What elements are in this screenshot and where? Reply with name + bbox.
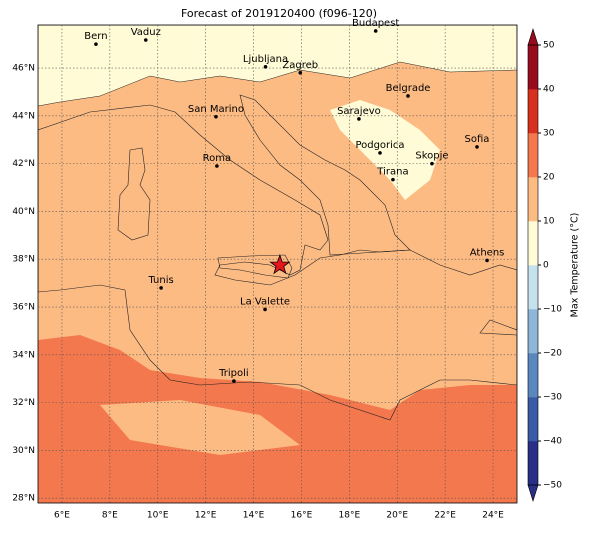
city-dot (263, 65, 268, 69)
colorbar-band (528, 177, 538, 222)
y-tick-label: 32°N (12, 398, 35, 408)
colorbar-tick-label: −20 (543, 349, 562, 359)
corsica-sardinia (117, 147, 151, 241)
city-dot (298, 71, 303, 75)
y-tick-label: 38°N (12, 255, 35, 265)
event-marker (269, 253, 291, 275)
city-label: Zagreb (282, 60, 318, 71)
north-land (38, 25, 517, 107)
city-label: Vaduz (131, 27, 161, 38)
map-frame (37, 24, 518, 504)
city-dot (378, 151, 382, 155)
south-land-patch (100, 400, 300, 455)
city-label: La Valette (240, 296, 290, 307)
city-dot (357, 117, 361, 121)
city-label: Athens (470, 247, 505, 258)
x-tick-label: 22°E (434, 511, 456, 521)
colorbar-band (528, 89, 538, 134)
city-label: Sarajevo (337, 106, 381, 117)
city-label: Ljubljana (243, 54, 288, 65)
colorbar-band (528, 309, 538, 354)
balkan-land (330, 100, 440, 200)
colorbar-tick-label: 40 (543, 85, 555, 95)
city-label: Bern (84, 31, 107, 42)
city-dot (214, 114, 218, 119)
x-tick-label: 12°E (195, 511, 217, 521)
x-tick-label: 8°E (102, 511, 118, 521)
city-label: Budapest (352, 18, 399, 29)
colorbar-extend-bottom (527, 484, 539, 503)
colorbar-tick-label: 20 (543, 173, 555, 183)
sicily (217, 254, 293, 279)
colorbar-extend-top (527, 27, 539, 46)
colorbar-label: Max Temperature (°C) (570, 213, 581, 318)
colorbar-tick-label: −10 (543, 305, 562, 315)
colorbar-band (528, 265, 538, 310)
city-label: Tripoli (218, 368, 249, 379)
colorbar-tick-label: 10 (543, 217, 555, 227)
colorbar-band (528, 397, 538, 442)
y-tick-label: 36°N (12, 303, 35, 313)
city-dot (406, 94, 410, 98)
colorbar-tick-label: −30 (543, 393, 562, 403)
y-tick-label: 30°N (12, 446, 35, 456)
city-dot (391, 177, 395, 182)
colorbar-tick-label: 50 (543, 41, 555, 51)
city-label: Sofia (465, 134, 490, 145)
city-label: Tirana (376, 167, 408, 178)
colorbar-band (528, 441, 538, 486)
city-dot (232, 379, 236, 383)
city-dot (215, 164, 219, 168)
city-dot (143, 38, 148, 42)
x-tick-label: 14°E (243, 511, 265, 521)
x-tick-label: 6°E (54, 511, 70, 521)
colorbar-tick-label: 30 (543, 129, 555, 139)
city-dot (159, 286, 163, 290)
city-label: Belgrade (386, 83, 431, 94)
y-tick-label: 34°N (12, 350, 35, 360)
x-tick-label: 18°E (339, 511, 361, 521)
city-label: Skopje (415, 151, 448, 162)
city-dot (430, 161, 434, 166)
city-dot (263, 307, 267, 312)
title: Forecast of 2019120400 (f096-120) (181, 7, 377, 20)
x-tick-label: 24°E (482, 511, 504, 521)
city-label: Roma (203, 153, 232, 164)
city-label: Podgorica (355, 140, 404, 151)
y-tick-label: 44°N (12, 111, 35, 121)
colorbar-band (528, 133, 538, 178)
colorbar-band (528, 45, 538, 90)
colorbar-band (528, 221, 538, 266)
city-label: San Marino (188, 104, 244, 115)
colorbar-tick-label: 0 (543, 261, 549, 271)
south-land (38, 335, 517, 503)
colorbar-tick-label: −40 (543, 437, 562, 447)
y-tick-label: 42°N (12, 159, 35, 169)
x-tick-label: 16°E (291, 511, 313, 521)
colorbar-band (528, 353, 538, 398)
x-tick-label: 10°E (147, 511, 169, 521)
map-layer (38, 25, 517, 503)
adriatic-sea (239, 94, 411, 256)
city-dot (373, 29, 378, 33)
y-tick-label: 28°N (12, 494, 35, 504)
city-dot (94, 42, 98, 46)
city-label: Tunis (147, 275, 173, 286)
y-tick-label: 40°N (12, 207, 35, 217)
x-tick-label: 20°E (386, 511, 408, 521)
city-dot (485, 258, 489, 263)
city-dot (475, 145, 479, 149)
y-tick-label: 46°N (12, 64, 35, 74)
colorbar-tick-label: −50 (543, 481, 562, 491)
